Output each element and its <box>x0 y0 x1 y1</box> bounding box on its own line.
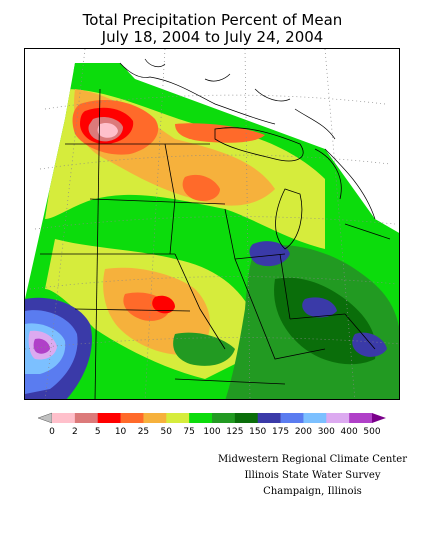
legend-swatch <box>143 413 167 423</box>
map-title: Total Precipitation Percent of Mean July… <box>0 12 425 46</box>
legend-label: 175 <box>271 427 290 437</box>
color-legend: 0 2 5 10 25 50 75 100 125 150 175 200 300 400 500 <box>38 412 386 452</box>
legend-label: 50 <box>160 427 173 437</box>
title-line-1: Total Precipitation Percent of Mean <box>82 11 343 29</box>
legend-label: 10 <box>114 427 127 437</box>
state-boundaries <box>40 88 391 399</box>
legend-label: 25 <box>137 427 150 437</box>
legend-swatch <box>120 413 144 423</box>
credit-line-3: Champaign, Illinois <box>263 486 362 497</box>
legend-swatch <box>74 413 99 423</box>
legend-label: 0 <box>49 427 55 437</box>
legend-label: 100 <box>203 427 221 437</box>
legend-swatch <box>280 413 304 423</box>
credits: Midwestern Regional Climate Center Illin… <box>200 452 425 500</box>
legend-label: 400 <box>340 427 358 437</box>
legend-swatch <box>212 413 236 423</box>
legend-cap-low <box>38 412 53 424</box>
legend-label: 2 <box>71 427 78 437</box>
coastlines <box>119 58 376 220</box>
legend-swatch <box>257 413 281 423</box>
precip-field <box>25 63 399 399</box>
map-canvas <box>25 49 399 399</box>
legend-label: 300 <box>317 427 335 437</box>
legend-swatch <box>326 413 350 423</box>
legend-colorbar <box>38 412 386 424</box>
legend-label: 500 <box>363 427 381 437</box>
credit-line-2: Illinois State Water Survey <box>244 470 381 481</box>
legend-label: 75 <box>183 427 195 437</box>
legend-labels: 0 2 5 10 25 50 75 100 125 150 175 200 300 400 500 <box>38 426 386 440</box>
title-line-2: July 18, 2004 to July 24, 2004 <box>101 28 324 46</box>
legend-cap-high <box>372 413 386 423</box>
legend-label: 5 <box>94 427 101 437</box>
legend-swatch <box>234 413 259 423</box>
legend-swatch <box>97 413 121 423</box>
legend-swatch <box>303 413 327 423</box>
legend-label: 125 <box>226 427 244 437</box>
legend-label: 150 <box>249 427 267 437</box>
legend-swatch <box>189 413 213 423</box>
credit-line-1: Midwestern Regional Climate Center <box>218 454 407 465</box>
precipitation-map <box>24 48 400 400</box>
legend-swatch <box>349 413 373 423</box>
legend-swatch <box>52 413 76 423</box>
legend-label: 200 <box>294 427 313 437</box>
legend-swatch <box>166 413 190 423</box>
graticule <box>25 49 399 399</box>
